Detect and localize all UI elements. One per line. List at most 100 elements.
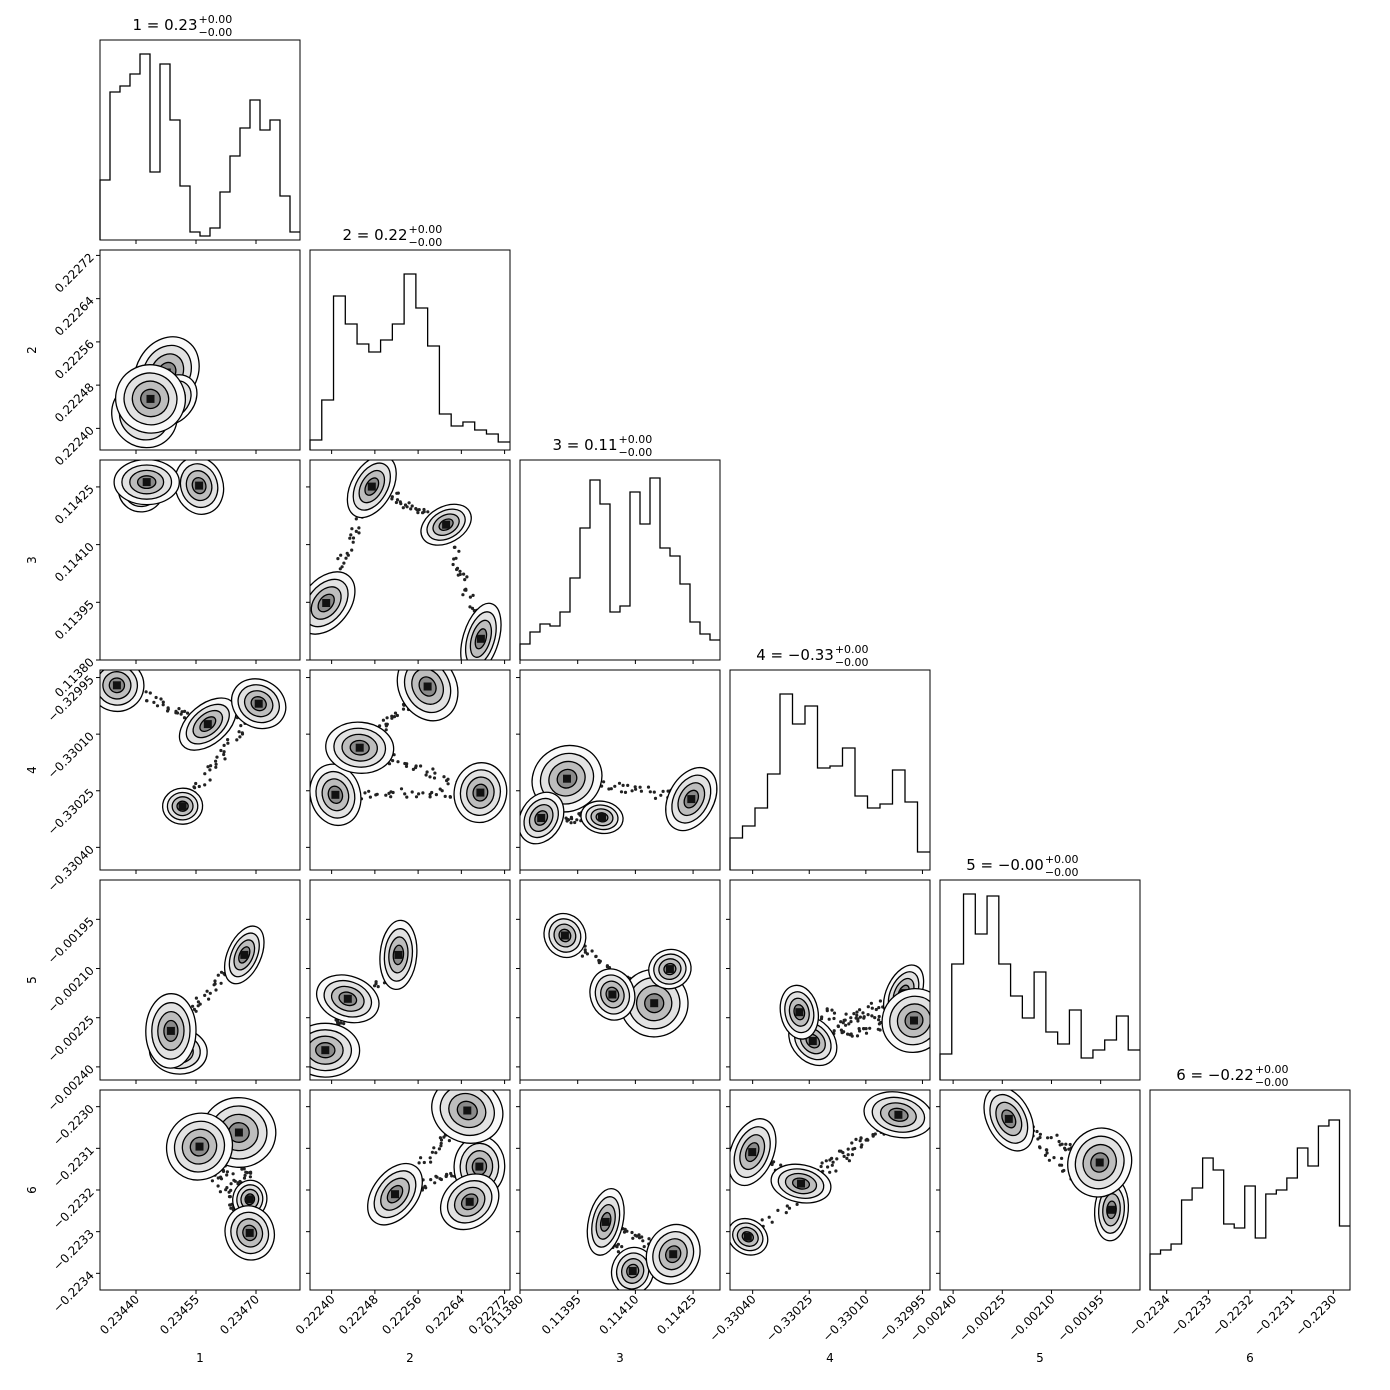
sample-dot bbox=[468, 595, 472, 599]
sample-dot bbox=[1057, 1139, 1061, 1144]
density-peak bbox=[142, 478, 151, 487]
sample-dot bbox=[846, 1032, 850, 1036]
sample-dot bbox=[609, 787, 613, 791]
sample-dot bbox=[878, 999, 883, 1003]
axes-frame-2-1 bbox=[99, 249, 301, 451]
sample-dot bbox=[630, 789, 634, 793]
axes-frame-5-1 bbox=[99, 879, 301, 1081]
sample-dot bbox=[410, 790, 414, 794]
sample-dot bbox=[218, 1190, 222, 1194]
sample-dot bbox=[215, 755, 219, 759]
sample-dot bbox=[787, 1206, 792, 1210]
panel-4-2 bbox=[306, 669, 511, 874]
sample-dot bbox=[465, 575, 469, 579]
sample-dot bbox=[339, 553, 343, 557]
sample-dot bbox=[428, 775, 432, 779]
sample-dot bbox=[394, 500, 398, 505]
density-peak bbox=[166, 1026, 175, 1035]
sample-dot bbox=[621, 783, 625, 788]
x-tick-label: −0.2234 bbox=[1126, 1292, 1173, 1339]
sample-dot bbox=[229, 1182, 233, 1186]
sample-dot bbox=[186, 711, 190, 715]
sample-dot bbox=[430, 790, 434, 795]
density-peak bbox=[367, 482, 376, 491]
sample-dot bbox=[203, 783, 207, 787]
y-tick-label: 0.22248 bbox=[52, 380, 97, 425]
sample-dot bbox=[462, 572, 466, 576]
sample-dot bbox=[242, 1176, 247, 1180]
x-tick-label: 0.11410 bbox=[597, 1292, 642, 1337]
sample-dot bbox=[208, 778, 212, 782]
sample-dot bbox=[433, 771, 437, 775]
density-peak bbox=[563, 774, 571, 783]
sample-dot bbox=[240, 1167, 244, 1171]
sample-dot bbox=[661, 789, 665, 794]
title-sup-4: +0.00 bbox=[835, 643, 869, 656]
sample-dot bbox=[206, 765, 210, 769]
sample-dot bbox=[633, 785, 637, 789]
title-sup-1: +0.00 bbox=[199, 13, 233, 26]
sample-dot bbox=[795, 1202, 799, 1206]
sample-dot bbox=[623, 790, 628, 795]
density-peak bbox=[234, 1128, 243, 1137]
sample-dot bbox=[652, 790, 656, 794]
title-sub-6: −0.00 bbox=[1255, 1076, 1289, 1089]
y-axis-label-2: 2 bbox=[25, 346, 39, 354]
sample-dot bbox=[392, 715, 397, 719]
sample-dot bbox=[653, 796, 658, 801]
sample-dot bbox=[219, 970, 224, 974]
density-peak bbox=[442, 520, 451, 529]
sample-dot bbox=[208, 991, 212, 995]
x-tick-label: 0.23470 bbox=[217, 1292, 262, 1337]
sample-dot bbox=[396, 760, 400, 764]
y-tick-label: −0.2234 bbox=[50, 1268, 97, 1315]
sample-dot bbox=[225, 1170, 229, 1174]
y-tick-label: −0.00195 bbox=[45, 914, 97, 966]
x-tick-label: −0.2233 bbox=[1168, 1292, 1215, 1339]
density-peak bbox=[628, 1267, 637, 1275]
sample-dot bbox=[161, 700, 165, 704]
title-6: 6 = −0.22 bbox=[1176, 1066, 1254, 1084]
sample-dot bbox=[819, 1164, 823, 1169]
density-peak bbox=[476, 634, 485, 643]
sample-dot bbox=[401, 707, 406, 711]
density-peak bbox=[254, 699, 263, 708]
density-4-1 bbox=[100, 670, 287, 825]
sample-dot bbox=[1045, 1151, 1049, 1155]
density-6-3 bbox=[586, 1187, 701, 1290]
panel-1-1: 1 = 0.23 +0.00−0.00 bbox=[99, 13, 301, 244]
sample-dot bbox=[779, 1163, 783, 1167]
sample-dot bbox=[351, 536, 356, 540]
sample-dot bbox=[414, 795, 419, 799]
sample-dot bbox=[423, 1184, 427, 1188]
density-5-3 bbox=[543, 912, 692, 1038]
sample-dot bbox=[567, 818, 571, 822]
density-peak bbox=[669, 1250, 678, 1259]
sample-dot bbox=[640, 1235, 644, 1239]
sample-dot bbox=[451, 562, 455, 567]
panel-6-6: 6 = −0.22 +0.00−0.00 −0.2234−0.2233−0.2232… bbox=[1126, 1063, 1351, 1365]
sample-dot bbox=[452, 545, 456, 550]
density-peak bbox=[355, 743, 364, 752]
sample-dot bbox=[232, 1178, 236, 1182]
sample-dot bbox=[847, 1159, 852, 1163]
sample-dot bbox=[432, 776, 437, 780]
sample-dot bbox=[222, 752, 226, 757]
sample-dot bbox=[597, 958, 601, 963]
sample-dot bbox=[357, 531, 361, 535]
sample-dot bbox=[864, 1027, 868, 1031]
density-6-5 bbox=[983, 1090, 1133, 1242]
x-axis-label-2: 2 bbox=[406, 1351, 414, 1365]
sample-dot bbox=[1038, 1145, 1042, 1149]
sample-dot bbox=[457, 549, 461, 553]
sample-dot bbox=[461, 593, 465, 597]
sample-dot bbox=[161, 703, 165, 707]
sample-dot bbox=[349, 533, 353, 537]
axes-frame-5-2 bbox=[309, 879, 511, 1081]
sample-dot bbox=[583, 948, 587, 952]
sample-dot bbox=[219, 1177, 224, 1181]
sample-dot bbox=[389, 795, 393, 799]
sample-dot bbox=[468, 605, 472, 609]
sample-dot bbox=[209, 764, 213, 768]
axes-frame-6-6 bbox=[1149, 1089, 1351, 1291]
